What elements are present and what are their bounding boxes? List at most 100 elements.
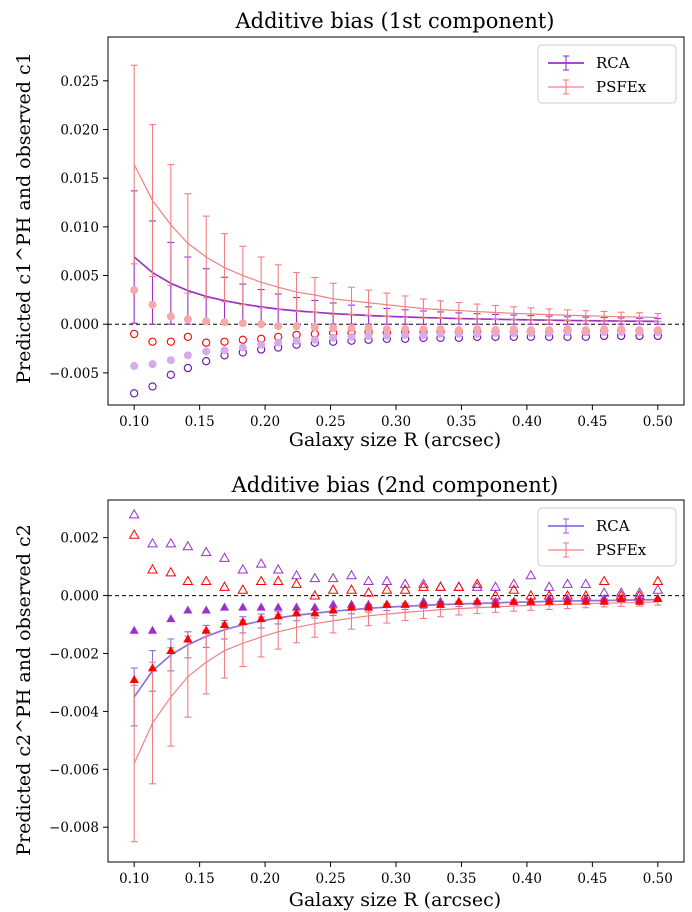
data-point <box>382 331 391 340</box>
data-point <box>401 325 410 334</box>
x-tick-label-1: 0.30 <box>381 414 411 430</box>
data-point <box>490 599 501 608</box>
data-point <box>310 323 319 332</box>
data-point <box>274 322 283 331</box>
data-point <box>183 351 192 360</box>
data-point <box>130 329 139 339</box>
data-point <box>129 674 139 684</box>
data-point <box>291 608 302 617</box>
chart-title-1: Additive bias (1st component) <box>235 9 555 33</box>
data-point <box>419 325 428 334</box>
x-tick-label-1: 0.10 <box>119 414 149 430</box>
y-tick-label-2: 0.002 <box>60 531 99 547</box>
y-tick-label-1: 0.025 <box>60 74 99 90</box>
data-point <box>166 337 175 346</box>
data-point <box>148 382 157 391</box>
data-point <box>454 326 463 335</box>
data-point <box>581 596 591 605</box>
data-point <box>453 581 465 591</box>
data-point <box>381 584 393 594</box>
data-point <box>219 552 230 562</box>
marker-series-4-1 <box>130 327 662 371</box>
data-point <box>598 575 610 586</box>
data-point <box>255 575 267 586</box>
data-point <box>148 360 157 369</box>
data-point <box>328 605 338 614</box>
data-point <box>509 596 519 605</box>
data-point <box>292 322 301 331</box>
data-point <box>220 346 229 355</box>
data-point <box>600 325 609 334</box>
data-point <box>129 625 139 634</box>
x-tick-label-2: 0.35 <box>446 871 476 887</box>
data-point <box>183 634 193 643</box>
data-point <box>202 317 211 326</box>
x-tick-label-2: 0.50 <box>643 871 673 887</box>
data-point <box>202 357 211 366</box>
series-rca-2 <box>130 597 662 727</box>
series-line <box>133 601 658 764</box>
data-point <box>436 325 445 334</box>
data-point <box>147 663 158 672</box>
x-tick-label-1: 0.40 <box>512 414 542 430</box>
data-point <box>255 558 267 568</box>
x-tick-label-2: 0.30 <box>381 871 411 887</box>
legend-2: RCA PSFEx <box>537 507 677 567</box>
series-line <box>133 256 658 323</box>
y-tick-label-2: −0.006 <box>49 762 99 778</box>
data-point <box>382 599 392 608</box>
data-point <box>130 389 139 398</box>
plot-area-2: 0.10 0.15 0.20 0.25 0.30 0.35 0.40 0.45 0.50 −0.0… <box>49 499 685 887</box>
chart-panel-1: Additive bias (1st component) Galaxy siz… <box>13 9 685 451</box>
data-point <box>238 319 247 328</box>
y-tick-label-1: 0.000 <box>60 317 99 333</box>
data-point <box>635 326 644 335</box>
data-point <box>273 602 283 611</box>
data-point <box>329 333 338 342</box>
data-point <box>652 575 664 586</box>
data-point <box>580 578 592 588</box>
y-tick-label-2: −0.004 <box>49 704 99 720</box>
x-tick-label-1: 0.50 <box>643 414 673 430</box>
data-point <box>525 569 537 580</box>
data-point <box>202 338 211 347</box>
x-tick-label-1: 0.35 <box>446 414 476 430</box>
data-point <box>166 645 176 655</box>
data-point <box>219 602 230 611</box>
data-point <box>400 599 410 608</box>
data-point <box>453 581 465 591</box>
legend-label: PSFEx <box>596 541 647 559</box>
data-point <box>274 338 283 347</box>
data-point <box>182 575 194 586</box>
y-tick-label-2: −0.002 <box>49 646 99 662</box>
y-axis-label-1: Predicted c1^PH and observed c1 <box>13 52 35 383</box>
y-tick-label-1: −0.005 <box>49 366 99 382</box>
legend-box <box>537 44 677 104</box>
data-point <box>200 575 212 586</box>
data-point <box>454 596 464 605</box>
x-tick-label-2: 0.40 <box>512 871 542 887</box>
data-point <box>165 537 177 548</box>
data-point <box>237 584 249 594</box>
x-tick-label-2: 0.20 <box>250 871 280 887</box>
data-point <box>364 324 373 333</box>
y-tick-label-2: −0.008 <box>49 820 99 836</box>
data-point <box>509 325 518 334</box>
x-tick-label-1: 0.15 <box>185 414 215 430</box>
legend-label: RCA <box>596 517 630 535</box>
data-point <box>183 363 193 373</box>
data-point <box>310 335 319 344</box>
data-point <box>291 569 302 580</box>
data-point <box>130 286 139 295</box>
data-point <box>147 625 158 634</box>
data-point <box>273 611 283 620</box>
plot-frame-1 <box>107 36 685 406</box>
legend-box <box>537 507 677 567</box>
data-point <box>272 563 284 574</box>
marker-series-5-2 <box>129 593 663 684</box>
data-point <box>309 589 321 600</box>
data-point <box>237 563 249 574</box>
x-tick-label-1: 0.20 <box>250 414 280 430</box>
data-point <box>309 572 321 583</box>
x-axis-label-1: Galaxy size R (arcsec) <box>289 429 501 451</box>
